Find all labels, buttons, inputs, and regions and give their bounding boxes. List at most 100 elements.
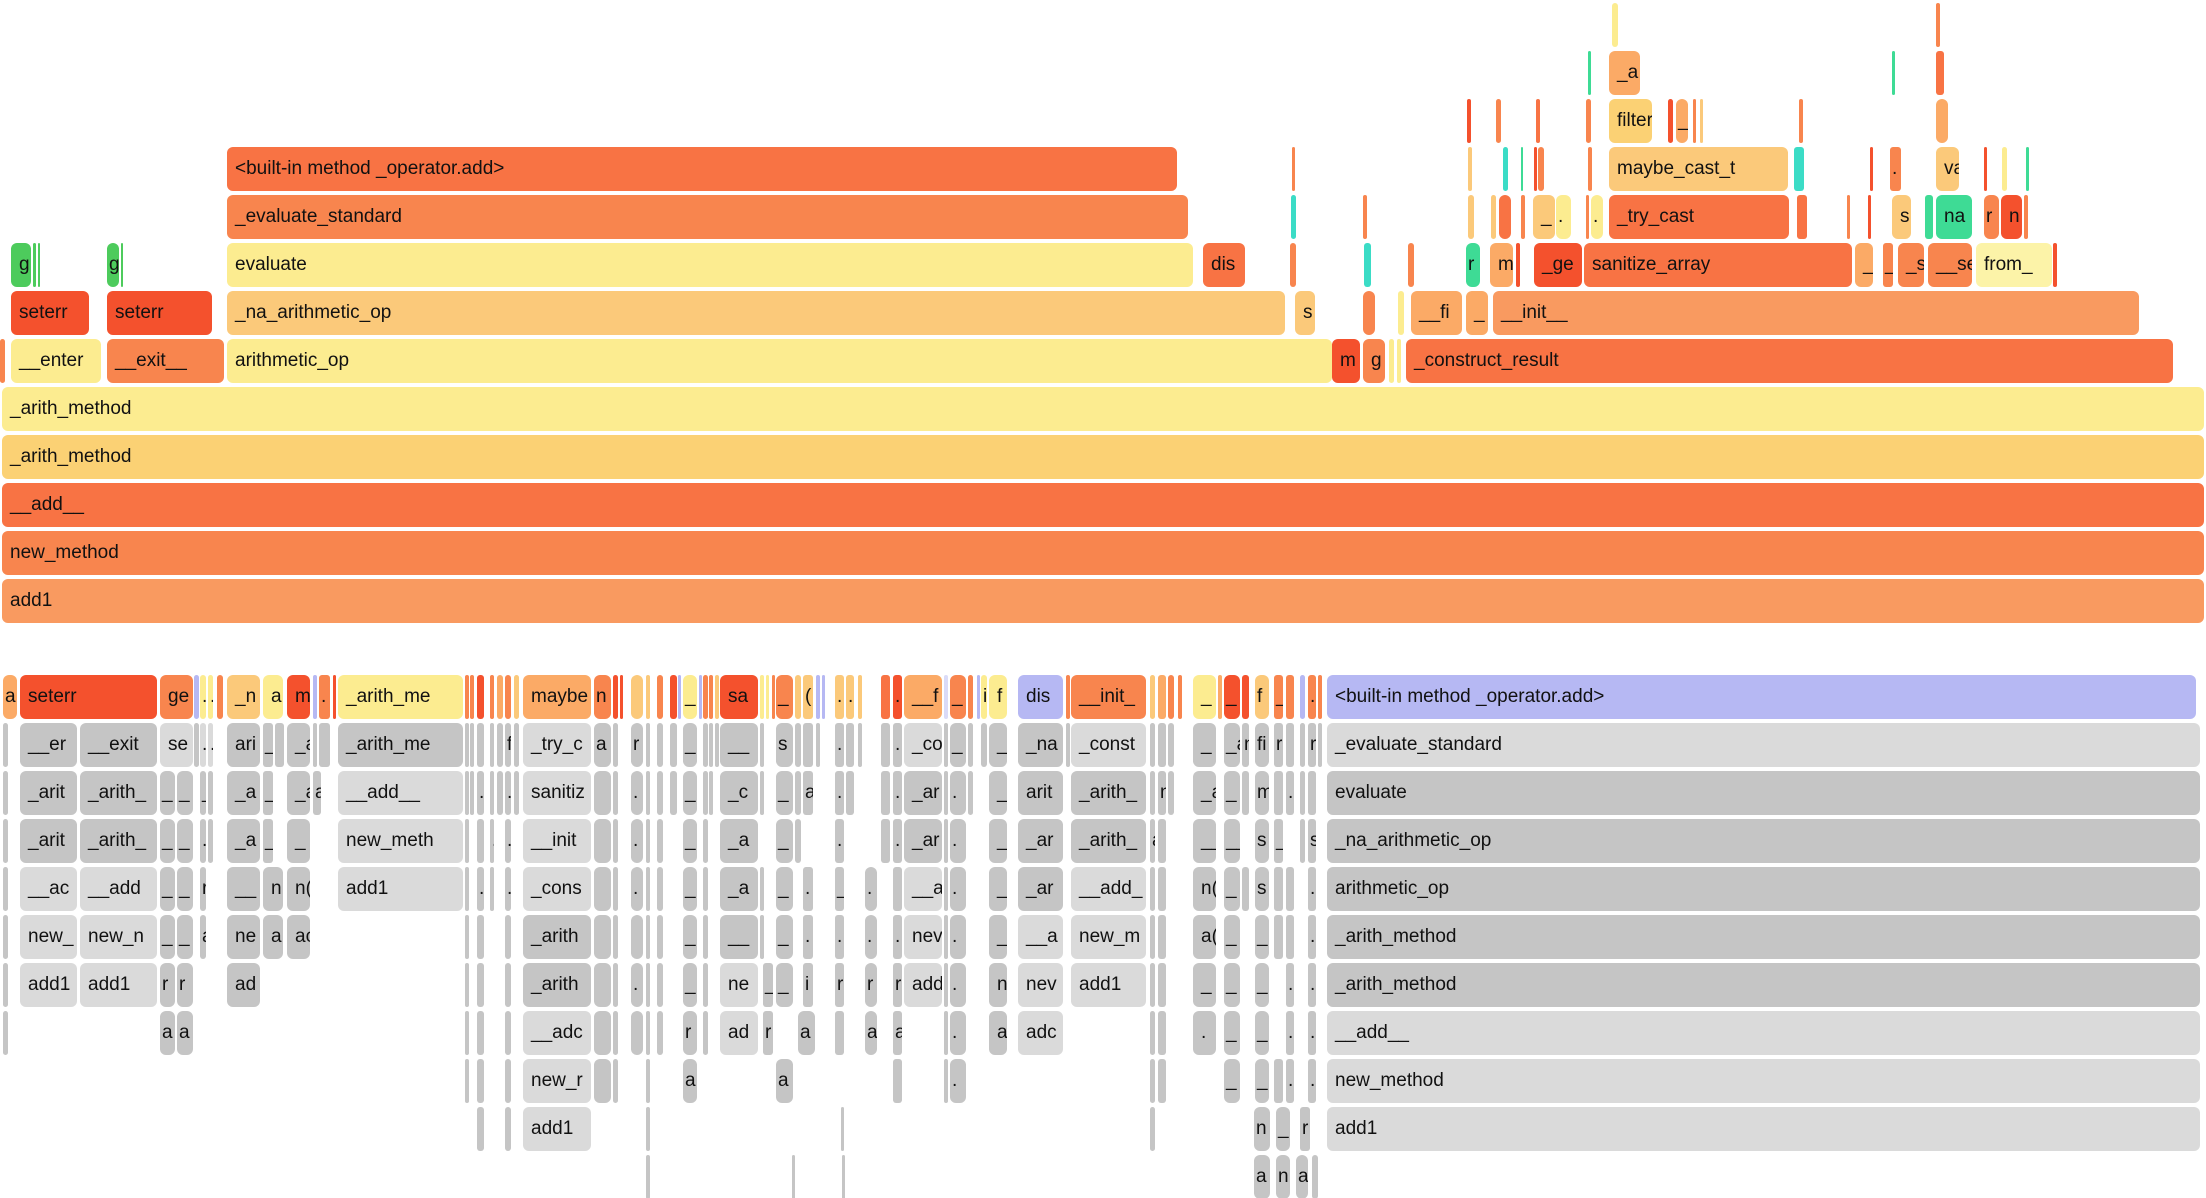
- flame-frame[interactable]: [1318, 675, 1322, 719]
- flame-frame[interactable]: add1: [1071, 963, 1146, 1007]
- flame-frame[interactable]: a: [893, 1011, 902, 1055]
- flame-frame[interactable]: [760, 867, 764, 911]
- flame-frame[interactable]: _ar: [1018, 819, 1063, 863]
- flame-frame[interactable]: maybe: [523, 675, 591, 719]
- flame-frame[interactable]: [33, 243, 36, 287]
- flame-frame[interactable]: [795, 819, 801, 863]
- flame-frame[interactable]: [3, 867, 8, 911]
- flame-frame[interactable]: f: [505, 723, 511, 767]
- flame-frame[interactable]: _: [950, 723, 966, 767]
- flame-frame[interactable]: add1: [2, 579, 2204, 623]
- flame-frame[interactable]: _arith_method: [2, 435, 2204, 479]
- flame-frame[interactable]: [505, 1011, 511, 1055]
- flame-frame[interactable]: _n: [227, 675, 260, 719]
- flame-frame[interactable]: [1799, 99, 1803, 143]
- flame-frame[interactable]: _: [683, 963, 697, 1007]
- flame-frame[interactable]: [477, 915, 484, 959]
- flame-frame[interactable]: _: [683, 675, 697, 719]
- flame-frame[interactable]: n: [1254, 1107, 1270, 1151]
- flame-frame[interactable]: _: [177, 819, 193, 863]
- flame-frame[interactable]: _: [776, 771, 793, 815]
- flame-frame[interactable]: _: [1224, 771, 1240, 815]
- flame-frame[interactable]: __se: [1928, 243, 1972, 287]
- flame-frame[interactable]: [3, 771, 8, 815]
- flame-frame[interactable]: [477, 675, 484, 719]
- flame-frame[interactable]: _: [263, 819, 273, 863]
- flame-frame[interactable]: r: [1274, 723, 1283, 767]
- flame-frame[interactable]: [703, 771, 708, 815]
- flame-frame[interactable]: [497, 675, 503, 719]
- flame-frame[interactable]: [1586, 195, 1589, 239]
- flame-frame[interactable]: [319, 723, 330, 767]
- flame-frame[interactable]: .: [835, 675, 844, 719]
- flame-frame[interactable]: _arit: [20, 771, 77, 815]
- flame-frame[interactable]: [1300, 675, 1305, 719]
- flame-frame[interactable]: .: [208, 723, 213, 767]
- flame-frame[interactable]: [1408, 243, 1414, 287]
- flame-frame[interactable]: [477, 1011, 484, 1055]
- flame-frame[interactable]: _a: [720, 867, 758, 911]
- flame-frame[interactable]: [1291, 195, 1296, 239]
- flame-frame[interactable]: [594, 771, 611, 815]
- flame-frame[interactable]: new_: [20, 915, 77, 959]
- flame-frame[interactable]: [3, 1011, 8, 1055]
- flame-frame[interactable]: [2026, 147, 2029, 191]
- flame-frame[interactable]: [1158, 1011, 1166, 1055]
- flame-frame[interactable]: _na_arithmetic_op: [227, 291, 1285, 335]
- flame-frame[interactable]: seterr: [11, 291, 89, 335]
- flame-frame[interactable]: [760, 771, 764, 815]
- flame-frame[interactable]: s: [1295, 291, 1315, 335]
- flame-frame[interactable]: r: [200, 867, 206, 911]
- flame-frame[interactable]: ge: [160, 675, 193, 719]
- flame-frame[interactable]: _arith_me: [338, 723, 463, 767]
- flame-frame[interactable]: [1398, 291, 1404, 335]
- flame-frame[interactable]: n(: [1193, 867, 1216, 911]
- flame-frame[interactable]: [858, 723, 862, 767]
- flame-frame[interactable]: [465, 819, 469, 863]
- flame-frame[interactable]: [795, 675, 801, 719]
- flame-frame[interactable]: [1242, 675, 1249, 719]
- flame-frame[interactable]: a: [803, 771, 813, 815]
- flame-frame[interactable]: [505, 963, 511, 1007]
- flame-frame[interactable]: _: [263, 723, 273, 767]
- flame-frame[interactable]: [657, 819, 663, 863]
- flame-frame[interactable]: _: [287, 819, 310, 863]
- flame-frame[interactable]: [893, 1059, 902, 1103]
- flame-frame[interactable]: __enter: [11, 339, 101, 383]
- flame-frame[interactable]: [1290, 243, 1296, 287]
- flame-frame[interactable]: _: [683, 915, 697, 959]
- flame-frame[interactable]: [944, 963, 948, 1007]
- flame-frame[interactable]: .: [893, 675, 902, 719]
- flame-frame[interactable]: [3, 963, 8, 1007]
- flame-frame[interactable]: [470, 723, 474, 767]
- flame-frame[interactable]: _a: [227, 771, 260, 815]
- flame-frame[interactable]: evaluate: [227, 243, 1193, 287]
- flame-frame[interactable]: [968, 675, 973, 719]
- flame-frame[interactable]: [646, 819, 650, 863]
- flame-frame[interactable]: [1588, 147, 1592, 191]
- flame-frame[interactable]: sanitize_array: [1584, 243, 1852, 287]
- flame-frame[interactable]: m: [1255, 771, 1269, 815]
- flame-frame[interactable]: f: [989, 675, 1007, 719]
- flame-frame[interactable]: [944, 819, 948, 863]
- flame-frame[interactable]: [1150, 723, 1155, 767]
- flame-frame[interactable]: <built-in method _operator.add>: [227, 147, 1177, 191]
- flame-frame[interactable]: .: [200, 819, 206, 863]
- flame-frame[interactable]: [620, 675, 623, 719]
- flame-frame[interactable]: __add__: [1327, 1011, 2200, 1055]
- flame-frame[interactable]: __add__: [2, 483, 2204, 527]
- flame-frame[interactable]: [646, 771, 650, 815]
- flame-frame[interactable]: .: [319, 675, 330, 719]
- flame-frame[interactable]: a: [683, 1059, 697, 1103]
- flame-frame[interactable]: [1150, 963, 1155, 1007]
- flame-frame[interactable]: [275, 723, 284, 767]
- flame-frame[interactable]: [1496, 99, 1501, 143]
- flame-frame[interactable]: _a: [720, 819, 758, 863]
- flame-frame[interactable]: [1286, 723, 1294, 767]
- flame-frame[interactable]: [613, 915, 618, 959]
- flame-frame[interactable]: a: [1254, 1155, 1270, 1198]
- flame-frame[interactable]: _: [1255, 1011, 1269, 1055]
- flame-frame[interactable]: sa: [720, 675, 758, 719]
- flame-frame[interactable]: [514, 723, 519, 767]
